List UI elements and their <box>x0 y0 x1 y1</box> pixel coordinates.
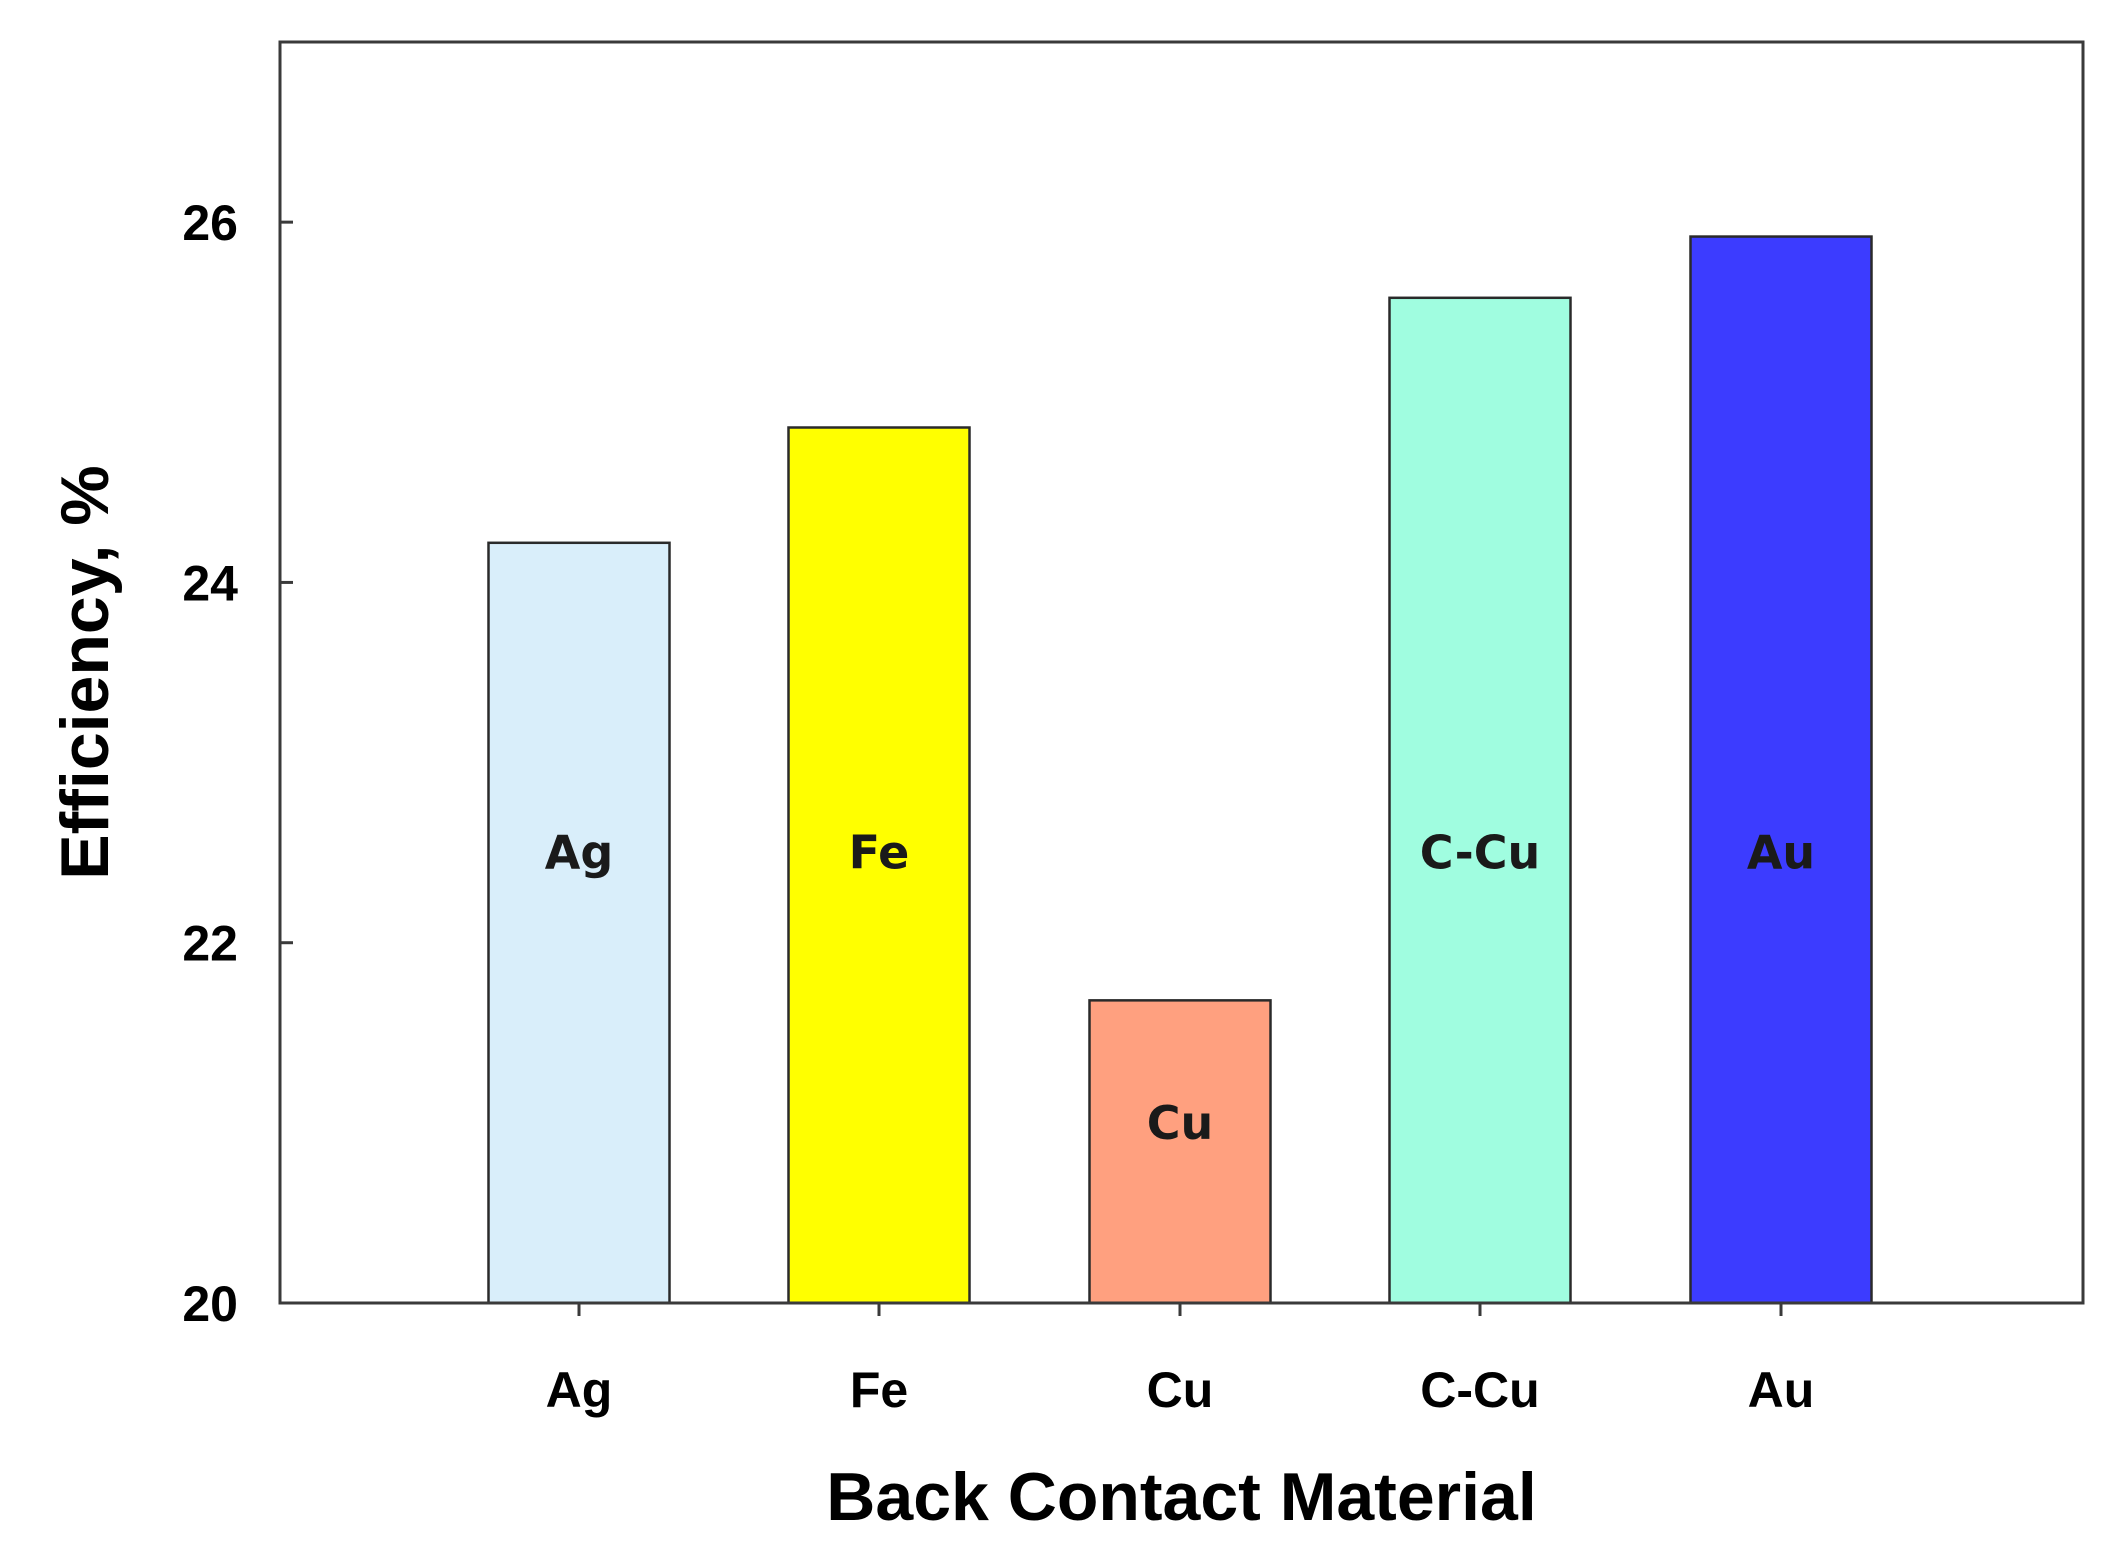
bar-label-fe: Fe <box>849 826 910 880</box>
x-tick-label-ag: Ag <box>546 1362 613 1418</box>
y-tick-label: 20 <box>182 1276 238 1332</box>
bar-label-ag: Ag <box>545 826 614 880</box>
bar-ag <box>487 541 671 1305</box>
x-tick-label-fe: Fe <box>850 1362 908 1418</box>
bar-fe <box>787 426 971 1305</box>
bar-label-c-cu: C-Cu <box>1420 826 1540 880</box>
x-tick-label-au: Au <box>1748 1362 1815 1418</box>
bar-label-au: Au <box>1747 826 1815 880</box>
bars-layer <box>487 235 1873 1305</box>
bar-c-cu <box>1388 296 1572 1305</box>
x-axis-title: Back Contact Material <box>826 1459 1536 1535</box>
x-tick-label-c-cu: C-Cu <box>1420 1362 1539 1418</box>
bar-labels-layer: Ag Fe Cu C-Cu Au <box>545 826 1815 1150</box>
x-tick-label-cu: Cu <box>1147 1362 1214 1418</box>
y-axis-title: Efficiency, % <box>47 465 123 879</box>
y-tick-label: 26 <box>182 195 238 251</box>
x-axis-ticks: Ag Fe Cu C-Cu Au <box>546 1303 1815 1418</box>
bar-cu <box>1088 999 1272 1305</box>
bar-label-cu: Cu <box>1147 1096 1214 1150</box>
y-tick-label: 22 <box>182 916 238 972</box>
bar-au <box>1689 235 1873 1305</box>
y-axis-ticks: 20 22 24 26 <box>182 195 293 1332</box>
y-tick-label: 24 <box>182 555 238 611</box>
